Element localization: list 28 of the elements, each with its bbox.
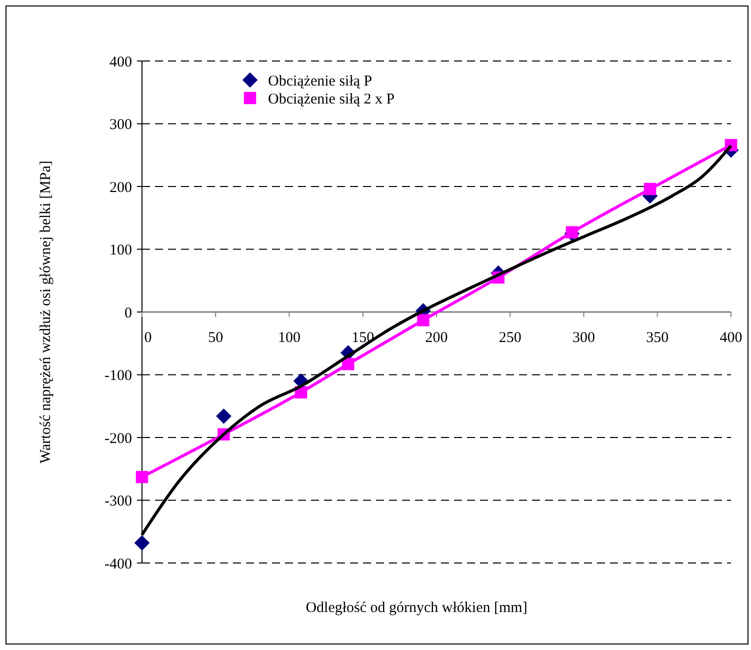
legend-label: Obciążenie siłą 2 x P [268, 91, 395, 108]
y-axis-title: Wartość naprężeń wzdłuż osi głównej belki [MPa] [38, 160, 54, 464]
point [134, 535, 150, 551]
x-tick-label: 50 [208, 330, 224, 346]
x-tick-label: 250 [498, 330, 522, 346]
point [417, 314, 430, 326]
y-tick-label: -100 [104, 368, 132, 384]
y-tick-label: 200 [110, 180, 132, 196]
y-tick-label: 100 [110, 242, 132, 258]
point [136, 470, 148, 484]
y-tick-label: -400 [104, 556, 132, 572]
x-tick-label: 0 [144, 330, 152, 346]
point [644, 182, 656, 196]
y-tick-label: 0 [124, 305, 132, 322]
y-tick-label: 400 [110, 54, 132, 70]
point [342, 358, 354, 370]
point [566, 226, 578, 238]
x-tick-label: 350 [646, 330, 669, 346]
y-tick-label: -200 [104, 430, 132, 447]
point [216, 408, 232, 424]
x-tick-label: 200 [425, 330, 448, 346]
y-tick-label: -300 [104, 494, 132, 510]
x-tick-label: 400 [720, 330, 742, 346]
y-tick-label: 300 [110, 117, 132, 133]
x-tick-label: 300 [572, 330, 595, 346]
x-tick-label: 100 [278, 330, 300, 346]
legend-label: Obciążenie siłą P [268, 73, 372, 90]
x-axis-title: Odległość od górnych włókien [mm] [306, 600, 528, 616]
